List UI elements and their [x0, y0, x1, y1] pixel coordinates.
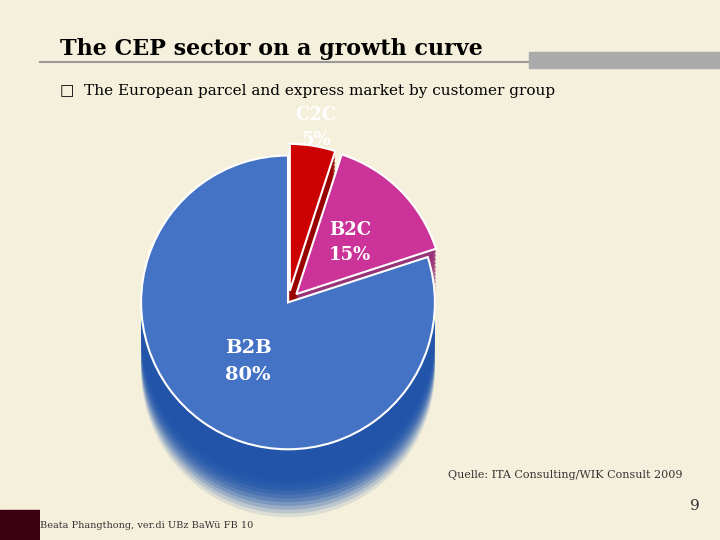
Wedge shape [297, 154, 436, 294]
Wedge shape [290, 205, 336, 352]
Wedge shape [290, 156, 336, 302]
Wedge shape [141, 190, 435, 483]
Wedge shape [290, 178, 336, 325]
Wedge shape [297, 196, 436, 336]
Wedge shape [141, 159, 435, 453]
Wedge shape [290, 212, 336, 359]
Bar [0, 510, 40, 540]
Wedge shape [297, 162, 436, 302]
Wedge shape [141, 163, 435, 457]
Wedge shape [141, 174, 435, 468]
Wedge shape [297, 181, 436, 321]
Text: Beata Phangthong, ver.di UBz BaWü FB 10: Beata Phangthong, ver.di UBz BaWü FB 10 [40, 521, 253, 530]
Wedge shape [290, 174, 336, 321]
Wedge shape [297, 177, 436, 317]
Wedge shape [297, 192, 436, 332]
Wedge shape [290, 171, 336, 318]
Wedge shape [297, 207, 436, 347]
Wedge shape [297, 204, 436, 343]
Wedge shape [290, 193, 336, 340]
Wedge shape [141, 216, 435, 510]
Text: □  The European parcel and express market by customer group: □ The European parcel and express market… [60, 84, 555, 98]
Bar [529, 52, 720, 68]
Wedge shape [290, 182, 336, 329]
Wedge shape [141, 167, 435, 461]
Wedge shape [297, 211, 436, 351]
Wedge shape [141, 212, 435, 506]
Wedge shape [141, 224, 435, 517]
Wedge shape [297, 219, 436, 359]
Wedge shape [141, 208, 435, 502]
Wedge shape [141, 156, 435, 449]
Text: Quelle: ITA Consulting/WIK Consult 2009: Quelle: ITA Consulting/WIK Consult 2009 [448, 470, 683, 480]
Text: The CEP sector on a growth curve: The CEP sector on a growth curve [60, 38, 483, 60]
Wedge shape [290, 163, 336, 310]
Text: 15%: 15% [329, 246, 372, 264]
Wedge shape [297, 188, 436, 328]
Wedge shape [290, 186, 336, 333]
Wedge shape [141, 205, 435, 498]
Wedge shape [141, 182, 435, 476]
Wedge shape [297, 170, 436, 309]
Text: 80%: 80% [225, 366, 271, 384]
Wedge shape [297, 200, 436, 340]
Wedge shape [297, 166, 436, 306]
Wedge shape [290, 167, 336, 314]
Wedge shape [290, 144, 336, 291]
Wedge shape [290, 159, 336, 306]
Wedge shape [297, 185, 436, 325]
Wedge shape [290, 208, 336, 355]
Text: 5%: 5% [301, 131, 331, 149]
Wedge shape [297, 215, 436, 355]
Wedge shape [297, 222, 436, 362]
Text: C2C: C2C [295, 106, 337, 124]
Wedge shape [290, 197, 336, 344]
Wedge shape [141, 201, 435, 495]
Wedge shape [141, 220, 435, 514]
Wedge shape [290, 201, 336, 348]
Wedge shape [290, 148, 336, 295]
Wedge shape [141, 186, 435, 480]
Wedge shape [141, 197, 435, 491]
Text: 9: 9 [690, 500, 700, 514]
Wedge shape [290, 152, 336, 299]
Text: B2C: B2C [329, 221, 372, 239]
Text: B2B: B2B [225, 339, 271, 357]
Wedge shape [297, 158, 436, 298]
Wedge shape [290, 190, 336, 336]
Wedge shape [141, 193, 435, 487]
Wedge shape [297, 173, 436, 313]
Wedge shape [141, 171, 435, 464]
Wedge shape [141, 178, 435, 472]
